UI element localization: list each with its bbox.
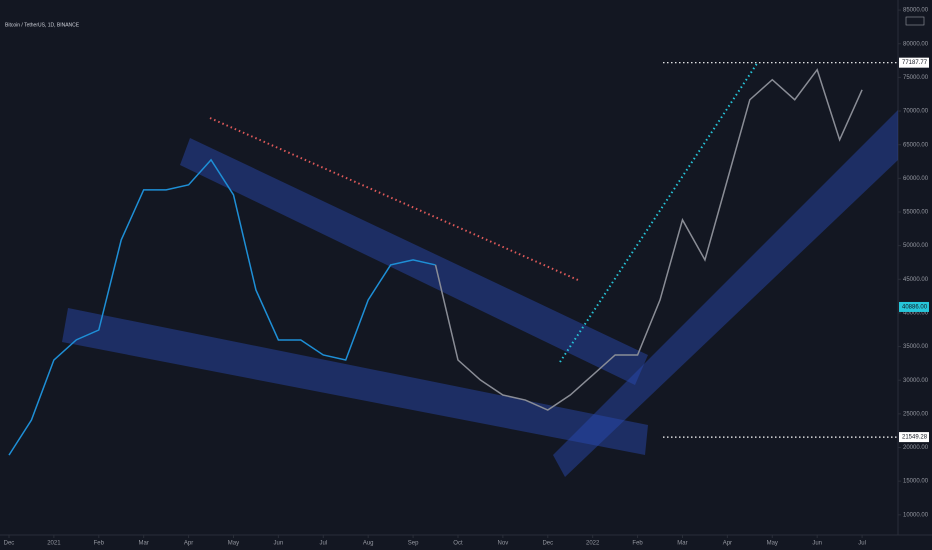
- x-tick-label: Dec: [542, 541, 553, 547]
- rising-channel: [553, 110, 898, 477]
- y-tick-label: 85000.00: [903, 8, 929, 14]
- x-tick-label: Feb: [94, 541, 105, 547]
- x-tick-label: 2021: [47, 541, 61, 547]
- y-tick-label: 40000.00: [903, 311, 929, 317]
- y-tick-label: 75000.00: [903, 75, 929, 81]
- x-tick-label: Nov: [498, 541, 509, 547]
- y-tick-label: 70000.00: [903, 109, 929, 115]
- y-tick-label: 60000.00: [903, 176, 929, 182]
- y-tick-label: 35000.00: [903, 344, 929, 350]
- x-tick-label: Feb: [632, 541, 643, 547]
- x-tick-label: Apr: [184, 541, 193, 547]
- price-label-box: [899, 57, 929, 68]
- y-tick-label: 15000.00: [903, 479, 929, 485]
- x-tick-label: Jun: [812, 541, 822, 547]
- y-tick-label: 10000.00: [903, 512, 929, 518]
- y-tick-label: 20000.00: [903, 445, 929, 451]
- price-line: [8, 158, 436, 456]
- y-tick-label: 65000.00: [903, 142, 929, 148]
- x-tick-label: May: [767, 541, 778, 547]
- symbol-title: Bitcoin / TetherUS, 1D, BINANCE: [5, 22, 80, 28]
- x-tick-label: Sep: [408, 541, 419, 547]
- x-tick-label: Oct: [453, 541, 463, 547]
- x-tick-label: May: [228, 541, 239, 547]
- y-tick-label: 80000.00: [903, 41, 929, 47]
- price-line: [434, 68, 863, 411]
- y-tick-label: 50000.00: [903, 243, 929, 249]
- currency-button[interactable]: [905, 16, 925, 26]
- x-tick-label: Jun: [274, 541, 284, 547]
- price-label-box: [899, 432, 929, 443]
- price-label: 21549.28: [902, 435, 928, 441]
- projection-line: [559, 61, 759, 363]
- x-tick-label: Apr: [723, 541, 732, 547]
- y-tick-label: 45000.00: [903, 277, 929, 283]
- x-tick-label: Jul: [319, 541, 327, 547]
- price-label: 40886.00: [902, 305, 928, 311]
- y-tick-label: 55000.00: [903, 210, 929, 216]
- price-label: 77187.77: [902, 60, 928, 66]
- price-label-box: [899, 301, 929, 312]
- y-tick-label: 25000.00: [903, 411, 929, 417]
- x-tick-label: Aug: [363, 541, 374, 547]
- x-tick-label: Dec: [4, 541, 15, 547]
- x-tick-label: 2022: [586, 541, 600, 547]
- y-tick-label: 30000.00: [903, 378, 929, 384]
- upper-channel: [180, 138, 648, 385]
- lower-channel: [62, 308, 648, 455]
- x-tick-label: Mar: [139, 541, 149, 547]
- x-tick-label: Mar: [677, 541, 687, 547]
- x-tick-label: Jul: [858, 541, 866, 547]
